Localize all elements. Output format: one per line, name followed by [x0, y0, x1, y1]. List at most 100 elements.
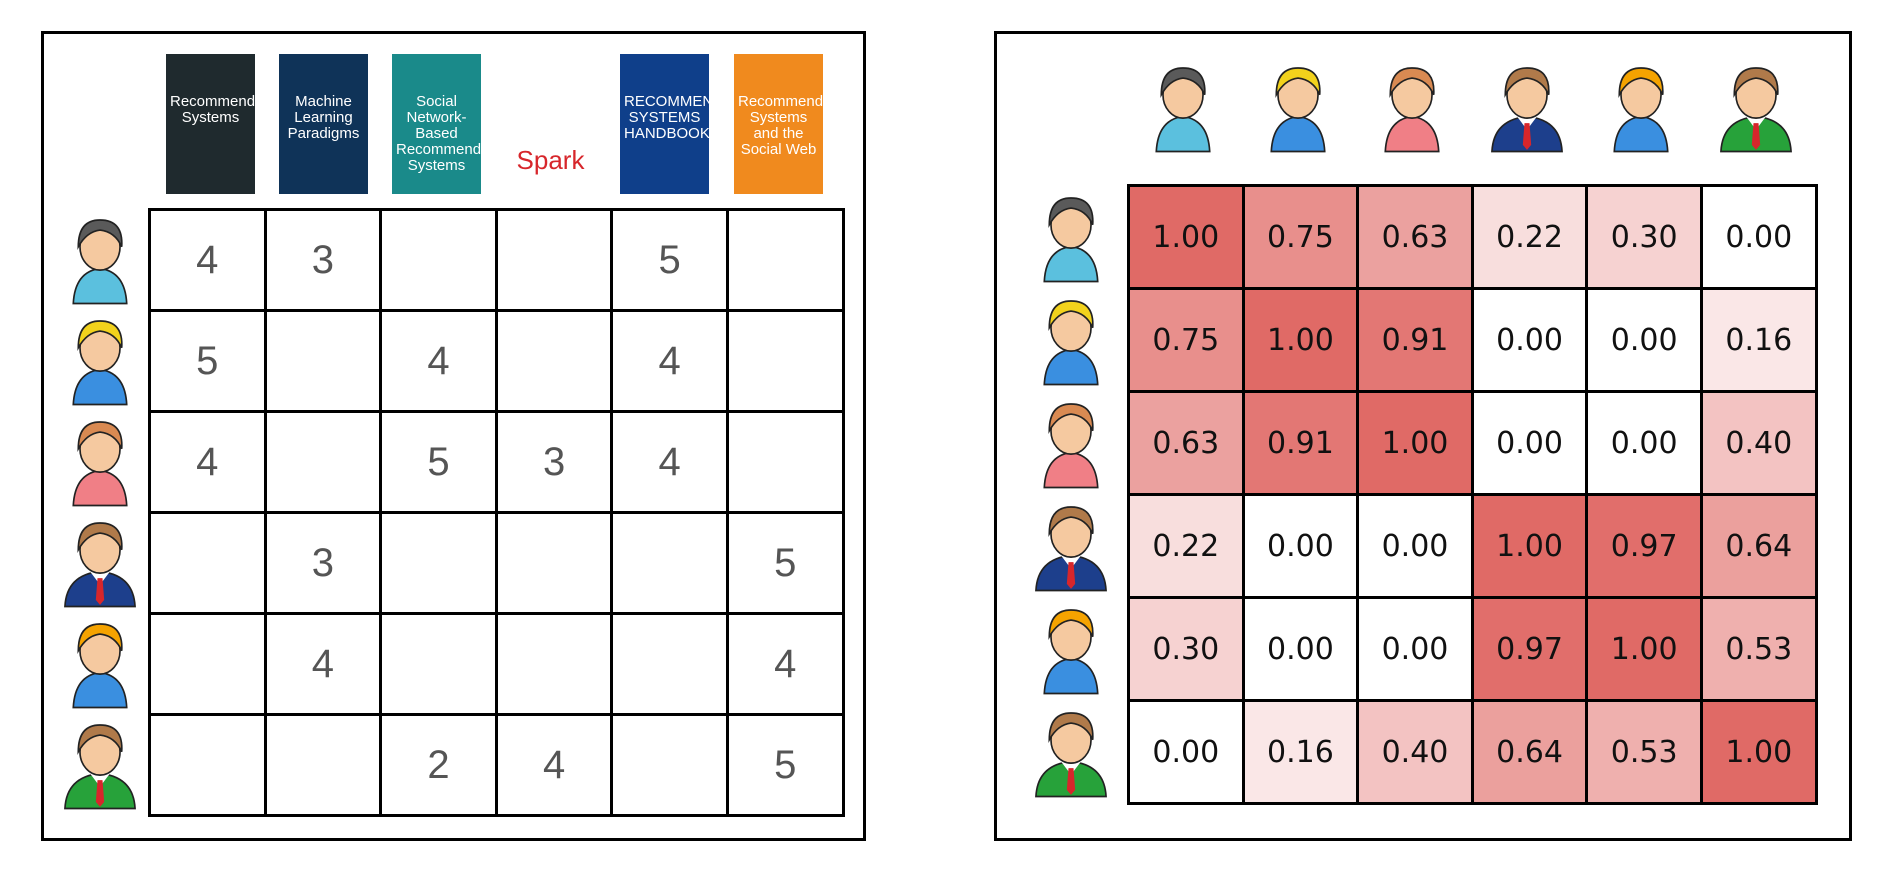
similarity-row: 1.00 0.75 0.63 0.22 0.30 0.00 [1127, 184, 1818, 290]
similarity-cell: 0.16 [1241, 699, 1360, 805]
similarity-row: 0.75 1.00 0.91 0.00 0.00 0.16 [1127, 287, 1818, 393]
similarity-cell: 0.30 [1127, 596, 1245, 702]
similarity-cell: 0.30 [1585, 184, 1703, 290]
rating-cell: 5 [610, 208, 729, 312]
similarity-cell: 1.00 [1356, 390, 1474, 496]
similarity-cell: 0.64 [1699, 493, 1818, 599]
similarity-cell: 0.64 [1470, 699, 1589, 805]
user-orange-hair-woman-avatar-icon [1599, 58, 1683, 154]
rating-cell [148, 713, 267, 817]
similarity-matrix: 1.00 0.75 0.63 0.22 0.30 0.00 0.75 1.00 0.91 0.00… [1127, 184, 1818, 805]
user-businessman-blue-avatar-icon [1029, 497, 1113, 593]
similarity-cell: 0.91 [1356, 287, 1474, 393]
book-recommender-systems: Recommender Systems [166, 54, 255, 194]
rating-cell: 4 [379, 309, 498, 413]
similarity-cell: 0.63 [1127, 390, 1245, 496]
book-title: Social Network-Based Recommender Systems [396, 93, 481, 174]
similarity-cell: 0.00 [1241, 493, 1360, 599]
rating-cell [263, 309, 383, 413]
rating-cell: 4 [725, 612, 845, 716]
rating-cell [725, 309, 845, 413]
book-title: Recommender Systems and the Social Web [738, 93, 823, 158]
user-orange-hair-woman-avatar-icon [1029, 600, 1113, 696]
rating-cell [610, 612, 729, 716]
similarity-cell: 0.75 [1241, 184, 1360, 290]
similarity-cell: 0.00 [1699, 184, 1818, 290]
similarity-cell: 1.00 [1585, 596, 1703, 702]
user-orange-hair-woman-avatar-icon [58, 614, 142, 710]
book-title: RECOMMENDER SYSTEMS HANDBOOK [624, 93, 709, 142]
user-gray-hair-woman-avatar-icon [58, 210, 142, 306]
similarity-cell: 0.16 [1699, 287, 1818, 393]
similarity-cell: 0.22 [1470, 184, 1589, 290]
rating-cell: 4 [263, 612, 383, 716]
book-learning-spark: Spark [506, 54, 595, 194]
rating-cell [494, 309, 614, 413]
rating-cell [494, 511, 614, 615]
similarity-cell: 0.00 [1241, 596, 1360, 702]
user-auburn-woman-avatar-icon [1029, 394, 1113, 490]
similarity-cell: 0.00 [1470, 287, 1589, 393]
similarity-cell: 0.91 [1241, 390, 1360, 496]
similarity-cell: 0.00 [1585, 287, 1703, 393]
similarity-cell: 0.40 [1356, 699, 1474, 805]
rating-cell [148, 612, 267, 716]
rating-cell: 5 [148, 309, 267, 413]
rating-cell [494, 612, 614, 716]
user-blonde-boy-avatar-icon [1029, 291, 1113, 387]
rating-cell: 3 [494, 410, 614, 514]
rating-cell [610, 713, 729, 817]
rating-cell: 4 [148, 208, 267, 312]
rating-cell [725, 410, 845, 514]
similarity-cell: 1.00 [1699, 699, 1818, 805]
rating-cell: 4 [610, 410, 729, 514]
rating-row: 5 4 4 [148, 309, 845, 413]
similarity-row: 0.63 0.91 1.00 0.00 0.00 0.40 [1127, 390, 1818, 496]
similarity-cell: 0.40 [1699, 390, 1818, 496]
rating-cell [725, 208, 845, 312]
user-blonde-boy-avatar-icon [58, 311, 142, 407]
rating-cell: 4 [148, 410, 267, 514]
rating-cell [610, 511, 729, 615]
rating-cell: 2 [379, 713, 498, 817]
user-businessman-blue-avatar-icon [58, 513, 142, 609]
similarity-cell: 0.00 [1356, 596, 1474, 702]
similarity-cell: 1.00 [1470, 493, 1589, 599]
similarity-row: 0.30 0.00 0.00 0.97 1.00 0.53 [1127, 596, 1818, 702]
rating-cell [263, 713, 383, 817]
rating-cell [263, 410, 383, 514]
similarity-cell: 0.97 [1470, 596, 1589, 702]
book-recommender-systems-handbook: RECOMMENDER SYSTEMS HANDBOOK [620, 54, 709, 194]
rating-cell [148, 511, 267, 615]
rating-cell [379, 208, 498, 312]
rating-cell: 3 [263, 208, 383, 312]
user-blonde-boy-avatar-icon [1256, 58, 1340, 154]
similarity-cell: 0.00 [1470, 390, 1589, 496]
book-social-network-based-recommender-systems: Social Network-Based Recommender Systems [392, 54, 481, 194]
rating-cell: 5 [379, 410, 498, 514]
similarity-cell: 1.00 [1241, 287, 1360, 393]
book-title: Recommender Systems [170, 93, 255, 126]
rating-cell: 4 [610, 309, 729, 413]
rating-cell: 3 [263, 511, 383, 615]
rating-cell [379, 511, 498, 615]
user-gray-hair-woman-avatar-icon [1029, 188, 1113, 284]
similarity-cell: 0.97 [1585, 493, 1703, 599]
similarity-cell: 0.00 [1585, 390, 1703, 496]
similarity-cell: 0.00 [1356, 493, 1474, 599]
user-businessman-green-avatar-icon [1029, 703, 1113, 799]
similarity-row: 0.00 0.16 0.40 0.64 0.53 1.00 [1127, 699, 1818, 805]
user-businessman-blue-avatar-icon [1485, 58, 1569, 154]
user-gray-hair-woman-avatar-icon [1141, 58, 1225, 154]
rating-matrix-panel: Recommender Systems Machine Learning Para… [41, 31, 866, 841]
book-machine-learning-paradigms: Machine Learning Paradigms [279, 54, 368, 194]
similarity-cell: 0.22 [1127, 493, 1245, 599]
user-businessman-green-avatar-icon [1714, 58, 1798, 154]
rating-cell [494, 208, 614, 312]
rating-cell: 4 [494, 713, 614, 817]
